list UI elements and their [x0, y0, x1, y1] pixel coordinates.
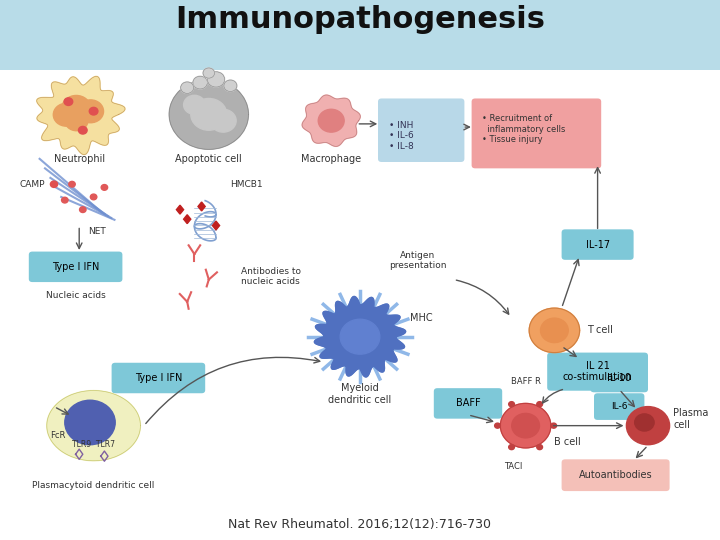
FancyBboxPatch shape	[590, 364, 648, 392]
Circle shape	[191, 98, 227, 130]
Text: Nucleic acids: Nucleic acids	[46, 291, 105, 300]
Circle shape	[53, 103, 79, 126]
Circle shape	[210, 109, 236, 132]
Text: MHC: MHC	[410, 313, 433, 322]
Circle shape	[91, 194, 96, 200]
Circle shape	[64, 98, 73, 105]
Circle shape	[193, 76, 207, 89]
Circle shape	[78, 100, 104, 123]
Circle shape	[500, 403, 551, 448]
Text: • INH
• IL-6
• IL-8: • INH • IL-6 • IL-8	[389, 121, 413, 151]
Text: Nat Rev Rheumatol. 2016;12(12):716-730: Nat Rev Rheumatol. 2016;12(12):716-730	[228, 518, 492, 531]
FancyBboxPatch shape	[562, 460, 670, 491]
Circle shape	[184, 95, 205, 114]
Circle shape	[203, 68, 215, 78]
Text: Plasma
cell: Plasma cell	[673, 408, 708, 430]
FancyBboxPatch shape	[472, 98, 601, 168]
Text: Plasmacytoid dendritic cell: Plasmacytoid dendritic cell	[32, 482, 155, 490]
Text: IL-10: IL-10	[607, 373, 631, 383]
Text: Macrophage: Macrophage	[301, 154, 361, 164]
Circle shape	[65, 400, 115, 445]
Polygon shape	[212, 221, 220, 230]
Text: Type I IFN: Type I IFN	[52, 262, 99, 272]
Polygon shape	[302, 95, 360, 146]
Circle shape	[512, 414, 539, 438]
Circle shape	[495, 423, 500, 428]
Polygon shape	[37, 76, 125, 154]
Circle shape	[79, 207, 86, 213]
Text: Neutrophil: Neutrophil	[53, 154, 105, 164]
Circle shape	[61, 197, 68, 203]
Text: BAFF: BAFF	[456, 399, 480, 408]
FancyBboxPatch shape	[378, 98, 464, 162]
Circle shape	[207, 72, 225, 87]
Circle shape	[340, 319, 380, 354]
Circle shape	[181, 82, 194, 93]
Text: Apoptotic cell: Apoptotic cell	[176, 154, 242, 164]
Text: Antigen
presentation: Antigen presentation	[389, 251, 446, 270]
Circle shape	[224, 80, 237, 91]
Circle shape	[626, 407, 670, 445]
Circle shape	[537, 402, 543, 407]
Ellipse shape	[47, 390, 140, 461]
Circle shape	[62, 96, 91, 121]
Text: Myeloid
dendritic cell: Myeloid dendritic cell	[328, 383, 392, 404]
Circle shape	[551, 423, 557, 428]
Polygon shape	[315, 296, 405, 377]
Text: Autoantibodies: Autoantibodies	[579, 470, 652, 480]
Circle shape	[508, 402, 515, 407]
Circle shape	[537, 444, 543, 450]
Text: B cell: B cell	[554, 436, 581, 447]
Text: HMCB1: HMCB1	[230, 180, 263, 189]
Text: TLR9  TLR7: TLR9 TLR7	[72, 440, 115, 449]
Text: T cell: T cell	[587, 326, 613, 335]
FancyBboxPatch shape	[112, 363, 205, 393]
Text: TACI: TACI	[504, 462, 523, 471]
Text: IL-6: IL-6	[611, 402, 627, 411]
FancyBboxPatch shape	[547, 353, 648, 391]
FancyBboxPatch shape	[562, 230, 634, 260]
FancyBboxPatch shape	[29, 252, 122, 282]
Text: BAFF R: BAFF R	[511, 377, 541, 386]
Polygon shape	[184, 215, 191, 224]
Text: IL 21
co-stimulation: IL 21 co-stimulation	[562, 361, 633, 382]
Polygon shape	[198, 202, 205, 211]
Circle shape	[50, 181, 58, 187]
Text: Immunopathogenesis: Immunopathogenesis	[175, 4, 545, 33]
Circle shape	[101, 185, 108, 190]
Circle shape	[634, 414, 654, 431]
FancyBboxPatch shape	[433, 388, 503, 418]
Polygon shape	[176, 205, 184, 214]
Text: Antibodies to
nucleic acids: Antibodies to nucleic acids	[241, 267, 301, 286]
Circle shape	[318, 109, 344, 132]
Circle shape	[65, 110, 88, 131]
Circle shape	[169, 79, 248, 149]
Text: CAMP: CAMP	[19, 180, 45, 189]
Text: • Recruitment of
  inflammatory cells
• Tissue injury: • Recruitment of inflammatory cells • Ti…	[482, 114, 566, 144]
FancyBboxPatch shape	[594, 393, 644, 420]
Circle shape	[89, 107, 98, 115]
Text: Type I IFN: Type I IFN	[135, 373, 182, 383]
Polygon shape	[315, 296, 405, 377]
Circle shape	[529, 308, 580, 353]
Text: NET: NET	[89, 227, 106, 237]
Text: IL-17: IL-17	[585, 240, 610, 249]
Circle shape	[69, 181, 76, 187]
Text: FcR: FcR	[50, 431, 66, 440]
Circle shape	[78, 126, 87, 134]
Circle shape	[508, 444, 515, 450]
Circle shape	[541, 318, 568, 342]
